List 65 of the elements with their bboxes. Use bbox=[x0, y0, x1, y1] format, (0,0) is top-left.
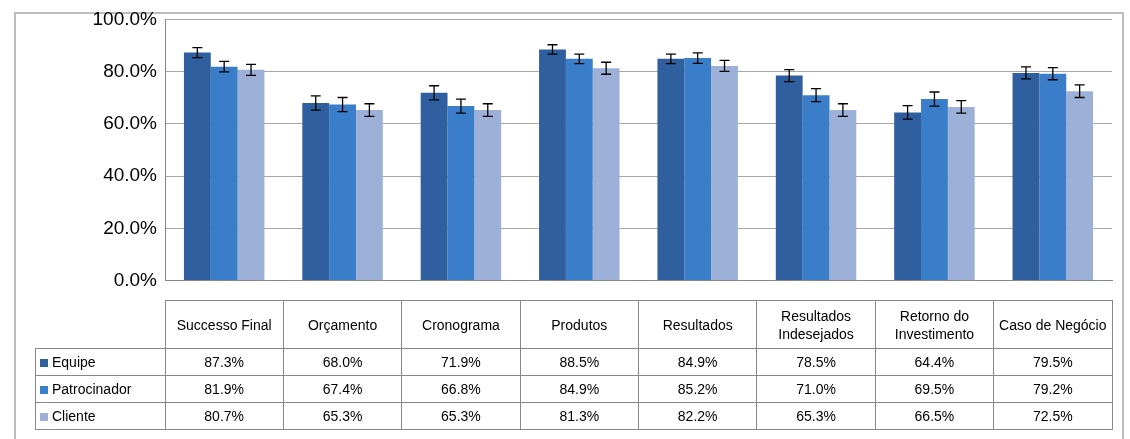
y-tick-label: 20.0% bbox=[103, 216, 158, 238]
data-label: 79.5% bbox=[993, 348, 1112, 376]
data-label: 80.7% bbox=[165, 402, 284, 430]
bar bbox=[947, 106, 975, 281]
data-label: 85.2% bbox=[638, 375, 757, 403]
data-label: 66.5% bbox=[875, 402, 994, 430]
data-label: 78.5% bbox=[756, 348, 876, 376]
bar bbox=[829, 110, 857, 281]
data-label: 66.8% bbox=[401, 375, 521, 403]
data-label: 71.9% bbox=[401, 348, 521, 376]
bar bbox=[592, 68, 620, 281]
x-tick-label: Produtos bbox=[520, 300, 639, 349]
y-tick-label: 100.0% bbox=[92, 7, 158, 29]
y-tick-label: 0.0% bbox=[113, 268, 158, 290]
data-label: 67.4% bbox=[283, 375, 402, 403]
bar bbox=[355, 110, 383, 281]
bar bbox=[539, 49, 566, 281]
data-label: 82.2% bbox=[638, 402, 757, 430]
bar bbox=[1012, 72, 1040, 281]
bar bbox=[183, 52, 211, 281]
bar bbox=[711, 65, 738, 281]
bar bbox=[802, 95, 830, 281]
y-tick-label: 80.0% bbox=[103, 59, 158, 81]
x-tick-label: Retorno do Investimento bbox=[875, 300, 994, 349]
x-tick-label: Caso de Negócio bbox=[993, 300, 1112, 349]
data-label: 72.5% bbox=[993, 402, 1112, 430]
data-label: 64.4% bbox=[875, 348, 994, 376]
data-label: 81.9% bbox=[165, 375, 284, 403]
data-label: 88.5% bbox=[520, 348, 639, 376]
data-label: 68.0% bbox=[283, 348, 402, 376]
data-label: 71.0% bbox=[756, 375, 876, 403]
x-tick-label: Resultados bbox=[638, 300, 757, 349]
data-label: 87.3% bbox=[165, 348, 284, 376]
x-tick-label: Resultados Indesejados bbox=[756, 300, 876, 349]
x-tick-label: Cronograma bbox=[401, 300, 521, 349]
bar bbox=[447, 106, 475, 281]
data-label: 69.5% bbox=[875, 375, 994, 403]
bar bbox=[657, 58, 685, 281]
bar bbox=[921, 99, 948, 281]
bar bbox=[329, 104, 356, 281]
bar bbox=[210, 66, 238, 281]
data-label: 65.3% bbox=[756, 402, 876, 430]
bar bbox=[474, 110, 502, 281]
bar bbox=[237, 69, 265, 281]
bar bbox=[302, 102, 330, 281]
data-label: 81.3% bbox=[520, 402, 639, 430]
x-tick-label: Successo Final bbox=[165, 300, 284, 349]
bar bbox=[684, 58, 712, 281]
legend-label: Equipe bbox=[35, 348, 165, 376]
x-tick-label: Orçamento bbox=[283, 300, 402, 349]
legend-label: Cliente bbox=[35, 402, 165, 430]
bar bbox=[894, 112, 922, 281]
bar bbox=[1066, 91, 1094, 281]
data-label: 84.9% bbox=[638, 348, 757, 376]
data-label: 79.2% bbox=[993, 375, 1112, 403]
legend-label: Patrocinador bbox=[35, 375, 165, 403]
y-tick-label: 60.0% bbox=[103, 112, 158, 134]
bar bbox=[565, 58, 593, 281]
bar bbox=[420, 92, 448, 281]
data-label: 84.9% bbox=[520, 375, 639, 403]
data-label: 65.3% bbox=[401, 402, 521, 430]
data-label: 65.3% bbox=[283, 402, 402, 430]
bar bbox=[775, 75, 803, 281]
y-tick-label: 40.0% bbox=[103, 164, 158, 186]
bar bbox=[1039, 73, 1067, 281]
